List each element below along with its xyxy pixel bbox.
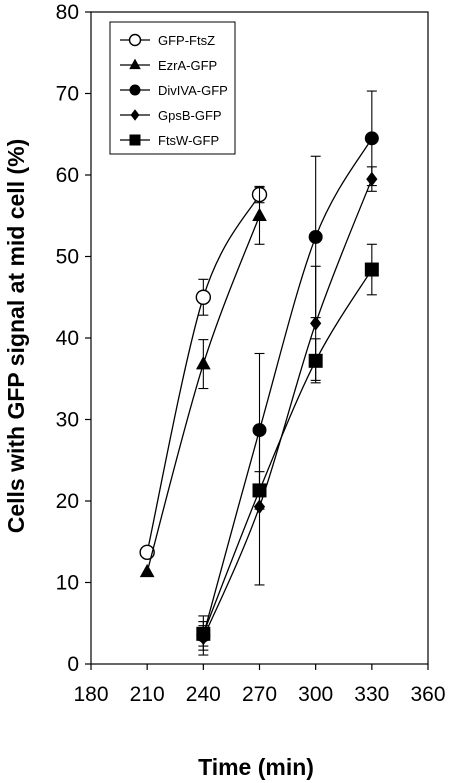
data-point <box>364 131 379 146</box>
legend-item: DivIVA-GFP <box>120 83 228 98</box>
data-point <box>196 626 211 641</box>
legend-marker <box>130 109 140 121</box>
data-point <box>364 262 379 277</box>
axes: 0 10 20 30 40 50 60 70 80 180 210 240 270 300 330 360 <box>56 1 446 706</box>
series-line <box>202 138 373 636</box>
x-tick-label: 300 <box>298 683 333 706</box>
data-point <box>195 289 212 305</box>
legend-marker <box>128 33 142 47</box>
x-tick-label: 210 <box>130 683 165 706</box>
y-tick-label: 70 <box>56 83 79 106</box>
y-tick-label: 80 <box>56 1 79 24</box>
x-tick-label: 360 <box>410 683 445 706</box>
y-tick-label: 50 <box>56 246 79 269</box>
data-point <box>366 171 378 187</box>
series-ezra-gfp <box>139 186 267 578</box>
series-diviva-gfp <box>196 90 379 656</box>
data-point <box>252 483 267 498</box>
series-line <box>146 194 261 553</box>
legend-item: EzrA-GFP <box>120 58 217 73</box>
series-line <box>202 178 373 639</box>
y-axis-title: Cells with GFP signal at mid cell (%) <box>3 139 29 534</box>
y-tick-label: 30 <box>56 409 79 432</box>
series-layer <box>139 90 379 656</box>
legend: GFP-FtsZ EzrA-GFP DivIVA-GFP GpsB-GFP FtsW-G… <box>109 21 236 155</box>
legend-label: EzrA-GFP <box>158 58 217 73</box>
data-point <box>139 544 155 561</box>
data-point <box>308 353 323 368</box>
data-point <box>252 207 267 221</box>
data-point <box>308 229 323 244</box>
series-line <box>146 215 261 573</box>
data-point <box>139 563 155 578</box>
legend-marker <box>129 84 141 96</box>
legend-label: FtsW-GFP <box>158 133 219 148</box>
data-point <box>195 356 211 370</box>
y-tick-label: 60 <box>56 164 79 187</box>
x-tick-label: 330 <box>354 683 389 706</box>
x-tick-label: 180 <box>73 683 108 706</box>
legend-label: GpsB-GFP <box>158 108 222 123</box>
series-ftsw-gfp <box>196 243 379 647</box>
series-line <box>202 269 373 635</box>
x-tick-label: 270 <box>242 683 277 706</box>
data-point <box>310 315 322 331</box>
y-tick-label: 40 <box>56 327 79 350</box>
legend-label: DivIVA-GFP <box>158 83 228 98</box>
y-tick-label: 0 <box>67 653 79 676</box>
legend-marker <box>129 134 141 146</box>
legend-item: FtsW-GFP <box>120 133 219 148</box>
x-axis-title: Time (min) <box>198 754 314 780</box>
legend-item: GFP-FtsZ <box>120 33 215 48</box>
y-tick-label: 10 <box>56 572 79 595</box>
y-tick-label: 20 <box>56 490 79 513</box>
legend-item: GpsB-GFP <box>120 108 222 123</box>
legend-marker <box>129 58 141 70</box>
x-tick-label: 240 <box>186 683 221 706</box>
legend-label: GFP-FtsZ <box>158 33 215 48</box>
